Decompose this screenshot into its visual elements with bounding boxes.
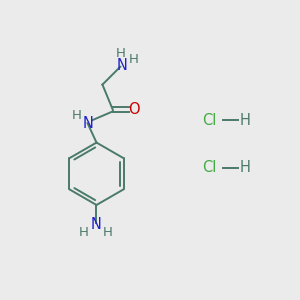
Text: H: H [79, 226, 89, 239]
Text: O: O [128, 102, 140, 117]
Text: H: H [115, 47, 125, 61]
Text: H: H [71, 109, 81, 122]
Text: H: H [240, 113, 250, 128]
Text: Cl: Cl [202, 160, 217, 175]
Text: N: N [91, 217, 102, 232]
Text: N: N [82, 116, 93, 131]
Text: N: N [116, 58, 127, 73]
Text: H: H [240, 160, 250, 175]
Text: Cl: Cl [202, 113, 217, 128]
Text: H: H [129, 53, 139, 66]
Text: H: H [103, 226, 113, 239]
